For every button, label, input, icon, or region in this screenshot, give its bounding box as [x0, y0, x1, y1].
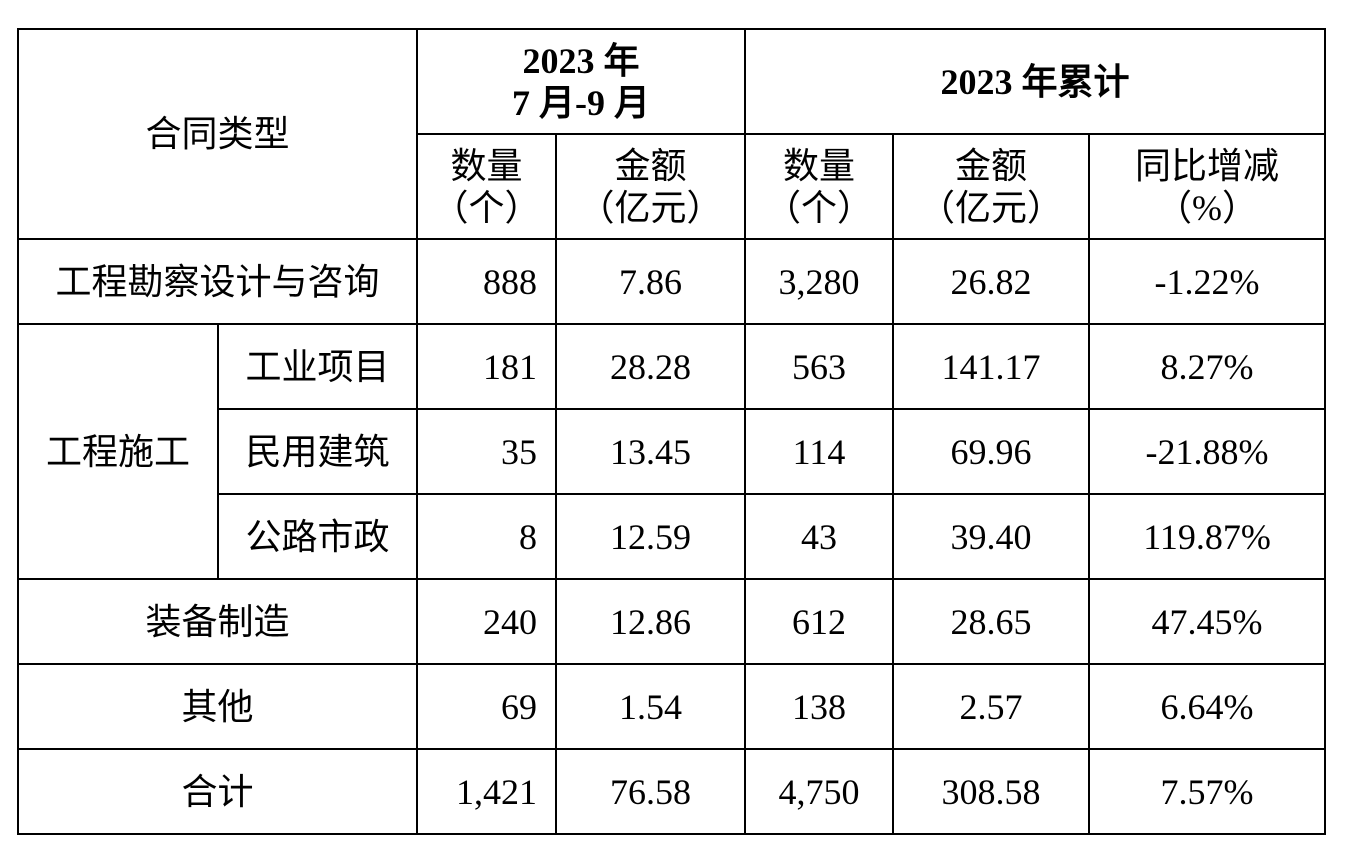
- cell-value: 47.45%: [1088, 578, 1327, 665]
- cell-value: -1.22%: [1088, 238, 1327, 325]
- ytd-header: 2023 年累计: [744, 28, 1327, 135]
- data-row: 民用建筑 35 13.45 114 69.96 -21.88%: [18, 408, 1327, 495]
- cell-value: 69.96: [892, 408, 1091, 495]
- cell-line: （%）: [1156, 187, 1259, 228]
- cell-line: 数量: [783, 145, 856, 186]
- data-row: 公路市政 8 12.59 43 39.40 119.87%: [18, 493, 1327, 580]
- row-label: 工业项目: [216, 323, 419, 410]
- group-label: 工程施工: [17, 323, 219, 580]
- cell-line: （亿元）: [578, 187, 723, 228]
- cell-value: 1.54: [555, 663, 747, 750]
- cell-value: 1,421: [416, 748, 558, 835]
- cell-value: 8.27%: [1088, 323, 1327, 410]
- cell-value: 7.86: [555, 238, 747, 325]
- row-label: 装备制造: [16, 578, 419, 665]
- cell-value: 12.59: [555, 493, 747, 580]
- cell-value: 35: [416, 408, 558, 495]
- cell-value: 3,280: [744, 238, 895, 325]
- cell-value: 141.17: [892, 323, 1091, 410]
- cell-value: 612: [744, 578, 895, 665]
- row-label: 工程勘察设计与咨询: [16, 238, 419, 325]
- column-header: 数量 （个）: [744, 133, 895, 240]
- cell-value: 563: [744, 323, 895, 410]
- data-row: 工程施工 工业项目 181 28.28 563 141.17 8.27%: [17, 323, 1327, 580]
- cell-line: （亿元）: [919, 187, 1064, 228]
- cell-value: 28.28: [555, 323, 747, 410]
- column-header: 金额 （亿元）: [892, 133, 1091, 240]
- cell-line: （个）: [765, 187, 874, 228]
- cell-line: 7 月-9 月: [512, 82, 651, 123]
- cell-line: （个）: [432, 187, 541, 228]
- cell-value: 181: [416, 323, 558, 410]
- cell-value: 7.57%: [1088, 748, 1327, 835]
- cell-value: 28.65: [892, 578, 1091, 665]
- cell-line: 金额: [955, 145, 1028, 186]
- cell-value: 119.87%: [1088, 493, 1327, 580]
- header-row: 数量 （个） 金额 （亿元） 数量 （个） 金额 （亿元） 同比增减 （%）: [18, 133, 1327, 240]
- row-label: 民用建筑: [216, 408, 419, 495]
- cell-value: 13.45: [555, 408, 747, 495]
- cell-line: 金额: [614, 145, 687, 186]
- cell-value: 6.64%: [1088, 663, 1327, 750]
- cell-line: 数量: [450, 145, 523, 186]
- cell-value: 76.58: [555, 748, 747, 835]
- cell-value: 12.86: [555, 578, 747, 665]
- column-header: 金额 （亿元）: [555, 133, 747, 240]
- column-header: 数量 （个）: [416, 133, 558, 240]
- cell-value: 888: [416, 238, 558, 325]
- row-label: 公路市政: [216, 493, 419, 580]
- cell-value: 43: [744, 493, 895, 580]
- cell-value: 114: [744, 408, 895, 495]
- row-label: 合计: [16, 748, 419, 835]
- cell-value: 308.58: [892, 748, 1091, 835]
- cell-value: 138: [744, 663, 895, 750]
- type-header: 合同类型: [16, 28, 419, 240]
- row-label: 其他: [16, 663, 419, 750]
- data-row: 合计 1,421 76.58 4,750 308.58 7.57%: [16, 748, 1327, 835]
- cell-value: 4,750: [744, 748, 895, 835]
- data-row: 装备制造 240 12.86 612 28.65 47.45%: [16, 578, 1327, 665]
- cell-value: 2.57: [892, 663, 1091, 750]
- cell-value: 69: [416, 663, 558, 750]
- cell-value: 240: [416, 578, 558, 665]
- cell-line: 同比增减: [1135, 145, 1280, 186]
- cell-value: 26.82: [892, 238, 1091, 325]
- data-row: 其他 69 1.54 138 2.57 6.64%: [16, 663, 1327, 750]
- cell-value: 8: [416, 493, 558, 580]
- cell-value: 39.40: [892, 493, 1091, 580]
- cell-line: 2023 年: [522, 40, 640, 81]
- cell-value: -21.88%: [1088, 408, 1327, 495]
- column-header: 同比增减 （%）: [1088, 133, 1327, 240]
- data-row: 工程勘察设计与咨询 888 7.86 3,280 26.82 -1.22%: [16, 238, 1327, 325]
